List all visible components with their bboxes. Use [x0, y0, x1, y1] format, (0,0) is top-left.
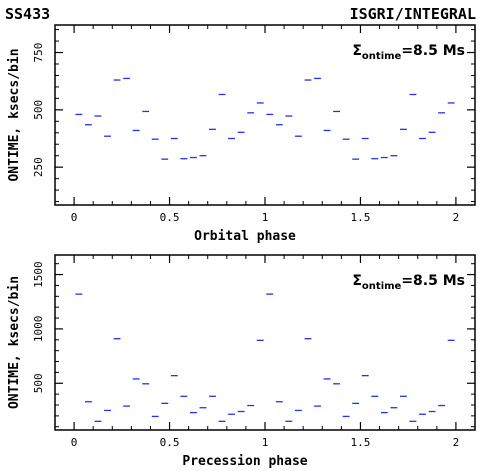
total-ontime-annotation: Σontime=8.5 Ms — [352, 273, 465, 292]
y-tick-label: 500 — [32, 100, 45, 120]
x-tick-label: 1 — [262, 211, 269, 224]
x-tick-label: 0 — [71, 436, 78, 449]
y-tick-label: 1500 — [32, 261, 45, 288]
y-axis-label: ONTIME, ksecs/bin — [7, 276, 22, 409]
y-tick-label: 1000 — [32, 316, 45, 343]
x-tick-label: 0.5 — [160, 211, 180, 224]
total-ontime-annotation: Σontime=8.5 Ms — [352, 43, 465, 62]
object-name-header: SS433 — [5, 5, 50, 23]
y-tick-label: 750 — [32, 43, 45, 63]
x-tick-label: 0 — [71, 211, 78, 224]
y-tick-label: 500 — [32, 373, 45, 393]
instrument-header: ISGRI/INTEGRAL — [350, 5, 476, 23]
panel-1: 0 0.5 1 1.5 2 250 500 750 Σontime=8.5 Ms Orbital … — [7, 24, 476, 244]
panels: 0 0.5 1 1.5 2 250 500 750 Σontime=8.5 Ms Orbital … — [7, 24, 476, 469]
x-tick-label: 2 — [453, 436, 460, 449]
x-tick-label: 2 — [453, 211, 460, 224]
x-tick-label: 1 — [262, 436, 269, 449]
x-axis-label: Orbital phase — [194, 229, 296, 244]
y-axis-label: ONTIME, ksecs/bin — [7, 48, 22, 181]
x-axis-label: Precession phase — [182, 454, 307, 469]
panel-2: 0 0.5 1 1.5 2 500 1000 1500 Σontime=8.5 Ms Preces… — [7, 254, 476, 469]
y-tick-label: 250 — [32, 157, 45, 177]
x-tick-label: 1.5 — [351, 436, 371, 449]
x-tick-label: 0.5 — [160, 436, 180, 449]
x-tick-label: 1.5 — [351, 211, 371, 224]
